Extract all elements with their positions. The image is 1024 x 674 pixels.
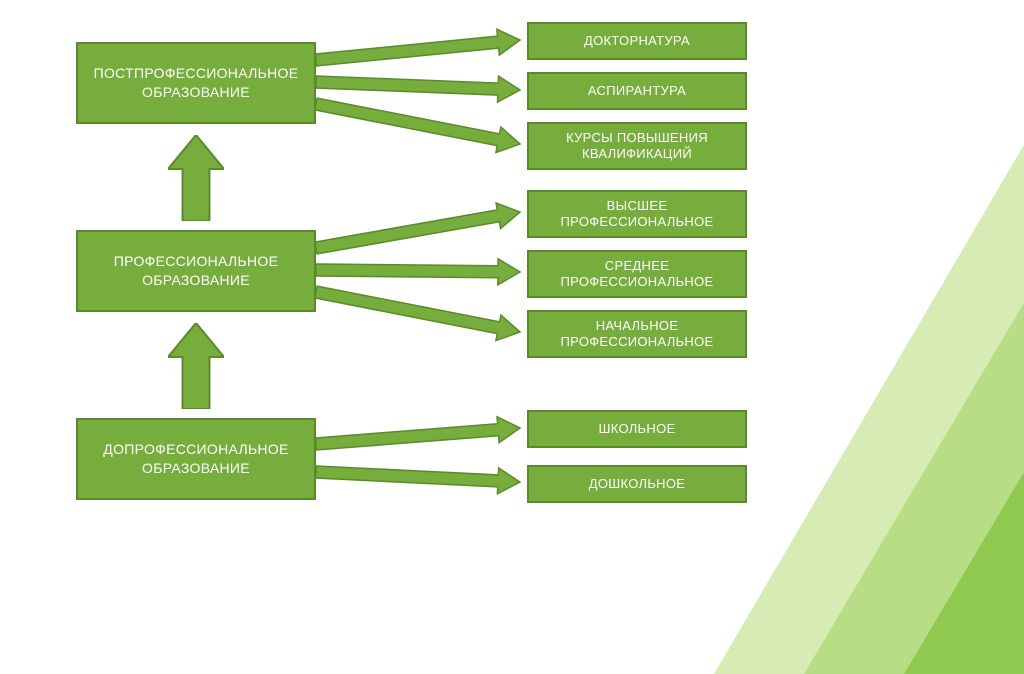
h-arrow-post-prof-to-kursy [313,91,522,157]
item-box-kursy: КУРСЫ ПОВЫШЕНИЯ КВАЛИФИКАЦИЙ [527,122,747,170]
h-arrow-post-prof-to-aspir [315,69,520,103]
item-box-doktor: ДОКТОРНАТУРА [527,22,747,60]
item-label: СРЕДНЕЕ ПРОФЕССИОНАЛЬНОЕ [560,258,713,291]
level-label: ДОПРОФЕССИОНАЛЬНОЕ ОБРАЗОВАНИЕ [103,440,288,478]
up-arrow-pre-prof-to-prof [168,323,224,409]
level-box-prof: ПРОФЕССИОНАЛЬНОЕ ОБРАЗОВАНИЕ [76,230,316,312]
item-box-nachal: НАЧАЛЬНОЕ ПРОФЕССИОНАЛЬНОЕ [527,310,747,358]
h-arrow-pre-prof-to-shkol [315,415,521,457]
item-label: ВЫСШЕЕ ПРОФЕССИОНАЛЬНОЕ [560,198,713,231]
level-label: ПОСТПРОФЕССИОНАЛЬНОЕ ОБРАЗОВАНИЕ [94,64,299,102]
item-box-aspir: АСПИРАНТУРА [527,72,747,110]
h-arrow-pre-prof-to-doshkol [315,459,520,495]
h-arrow-prof-to-vysshee [314,199,523,261]
item-label: КУРСЫ ПОВЫШЕНИЯ КВАЛИФИКАЦИЙ [566,130,708,163]
level-label: ПРОФЕССИОНАЛЬНОЕ ОБРАЗОВАНИЕ [114,252,278,290]
item-label: ДОШКОЛЬНОЕ [589,476,685,492]
level-box-pre-prof: ДОПРОФЕССИОНАЛЬНОЕ ОБРАЗОВАНИЕ [76,418,316,500]
item-box-shkol: ШКОЛЬНОЕ [527,410,747,448]
item-box-vysshee: ВЫСШЕЕ ПРОФЕССИОНАЛЬНОЕ [527,190,747,238]
item-label: ДОКТОРНАТУРА [584,33,690,49]
item-label: ШКОЛЬНОЕ [599,421,676,437]
h-arrow-prof-to-srednee [316,257,520,285]
item-label: АСПИРАНТУРА [588,83,686,99]
h-arrow-prof-to-nachal [313,279,522,345]
up-arrow-prof-to-post-prof [168,135,224,221]
item-label: НАЧАЛЬНОЕ ПРОФЕССИОНАЛЬНОЕ [560,318,713,351]
item-box-srednee: СРЕДНЕЕ ПРОФЕССИОНАЛЬНОЕ [527,250,747,298]
h-arrow-post-prof-to-doktor [315,27,522,73]
level-box-post-prof: ПОСТПРОФЕССИОНАЛЬНОЕ ОБРАЗОВАНИЕ [76,42,316,124]
item-box-doshkol: ДОШКОЛЬНОЕ [527,465,747,503]
